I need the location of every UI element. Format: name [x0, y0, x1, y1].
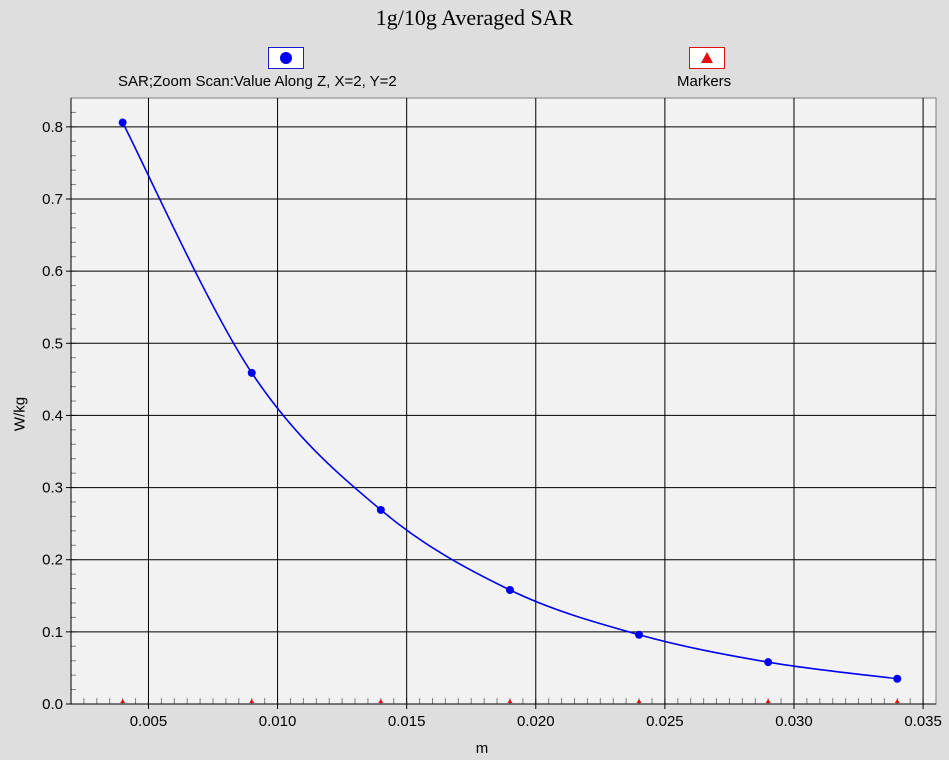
- marker-point[interactable]: [378, 699, 384, 703]
- y-axis-label: W/kg: [11, 396, 29, 432]
- data-point[interactable]: [893, 674, 902, 683]
- triangle-marker-icon: [701, 52, 713, 63]
- x-tick-label: 0.015: [388, 713, 426, 730]
- x-tick-label: 0.005: [130, 713, 168, 730]
- chart-title: 1g/10g Averaged SAR: [375, 5, 574, 30]
- marker-point[interactable]: [636, 699, 642, 703]
- legend-markers-label: Markers: [677, 73, 732, 90]
- plot-background: [70, 97, 937, 705]
- x-tick-label: 0.010: [259, 713, 297, 730]
- y-tick-label: 0.8: [42, 119, 63, 136]
- marker-point[interactable]: [249, 699, 255, 703]
- y-tick-label: 0.0: [42, 696, 63, 713]
- data-point[interactable]: [764, 658, 773, 667]
- data-point[interactable]: [247, 368, 256, 377]
- y-tick-label: 0.4: [42, 407, 63, 424]
- y-tick-label: 0.7: [42, 191, 63, 208]
- circle-marker-icon: [280, 52, 292, 64]
- marker-point[interactable]: [765, 699, 771, 703]
- data-point[interactable]: [505, 586, 514, 595]
- legend-series-label: SAR;Zoom Scan:Value Along Z, X=2, Y=2: [118, 73, 397, 90]
- marker-point[interactable]: [894, 699, 900, 703]
- data-point[interactable]: [118, 118, 127, 127]
- legend-series-swatch[interactable]: [268, 47, 304, 69]
- x-tick-label: 0.020: [517, 713, 555, 730]
- y-tick-label: 0.5: [42, 335, 63, 352]
- y-tick-label: 0.1: [42, 624, 63, 641]
- data-point[interactable]: [376, 505, 385, 514]
- x-tick-label: 0.025: [646, 713, 684, 730]
- x-tick-label: 0.035: [904, 713, 942, 730]
- marker-point[interactable]: [120, 699, 126, 703]
- x-axis-label: m: [475, 740, 489, 757]
- y-tick-label: 0.2: [42, 552, 63, 569]
- legend-markers-swatch[interactable]: [689, 47, 725, 69]
- y-tick-label: 0.6: [42, 263, 63, 280]
- data-point[interactable]: [635, 630, 644, 639]
- y-tick-label: 0.3: [42, 480, 63, 497]
- x-tick-label: 0.030: [775, 713, 813, 730]
- marker-point[interactable]: [507, 699, 513, 703]
